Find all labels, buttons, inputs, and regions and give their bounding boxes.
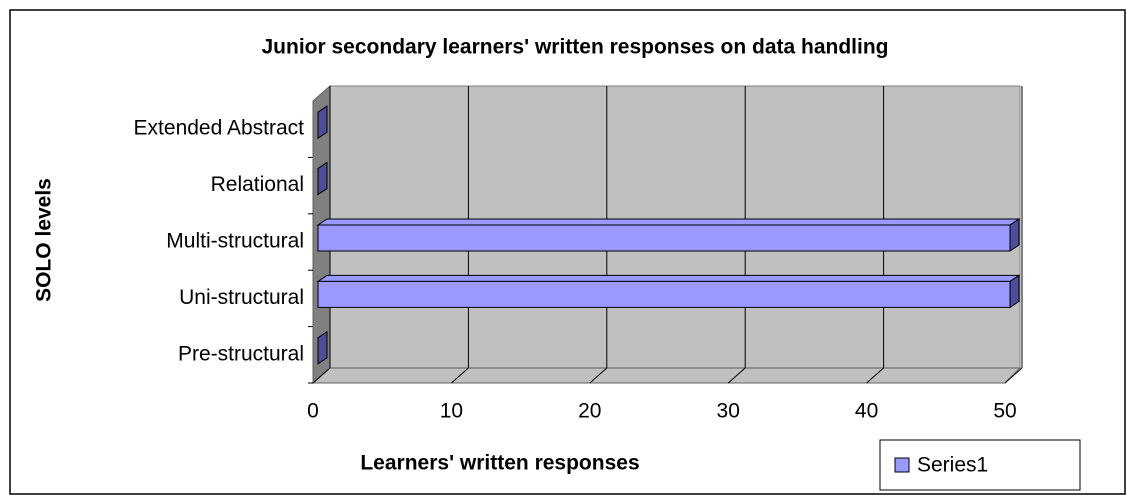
bar-side [317, 161, 328, 196]
y-axis-title: SOLO levels [33, 178, 56, 302]
y-tick-label: Extended Abstract [134, 117, 305, 140]
bar [317, 280, 1011, 308]
bar-side [1009, 274, 1020, 309]
legend-label: Series1 [917, 454, 988, 477]
floor-grid-line [589, 367, 608, 384]
bar [317, 224, 1011, 252]
floor-grid-line [451, 367, 469, 384]
bar-side [317, 105, 328, 140]
floor [311, 367, 1022, 384]
y-tick-label: Pre-structural [178, 342, 304, 365]
floor-grid-line [312, 367, 331, 384]
legend-swatch [894, 457, 910, 473]
floor-grid-line [1004, 367, 1023, 384]
floor-grid-line [866, 367, 884, 384]
floor-grid-line [727, 367, 746, 384]
x-tick-label: 40 [855, 400, 878, 423]
legend [879, 439, 1081, 491]
y-tick-label: Multi-structural [166, 230, 304, 253]
x-tick-label: 10 [440, 400, 463, 423]
bar-top [316, 218, 1021, 226]
x-tick-label: 30 [717, 400, 740, 423]
chart-title: Junior secondary learners' written respo… [262, 36, 889, 59]
bar-top [316, 274, 1021, 282]
x-tick-label: 50 [993, 400, 1016, 423]
y-tick-label: Relational [211, 173, 304, 196]
x-tick-label: 20 [578, 400, 601, 423]
y-tick-label: Uni-structural [179, 286, 304, 309]
x-tick-label: 0 [307, 400, 319, 423]
bar-side [317, 330, 328, 365]
x-axis-title: Learners' written responses [360, 452, 639, 475]
bar-side [1009, 218, 1020, 252]
